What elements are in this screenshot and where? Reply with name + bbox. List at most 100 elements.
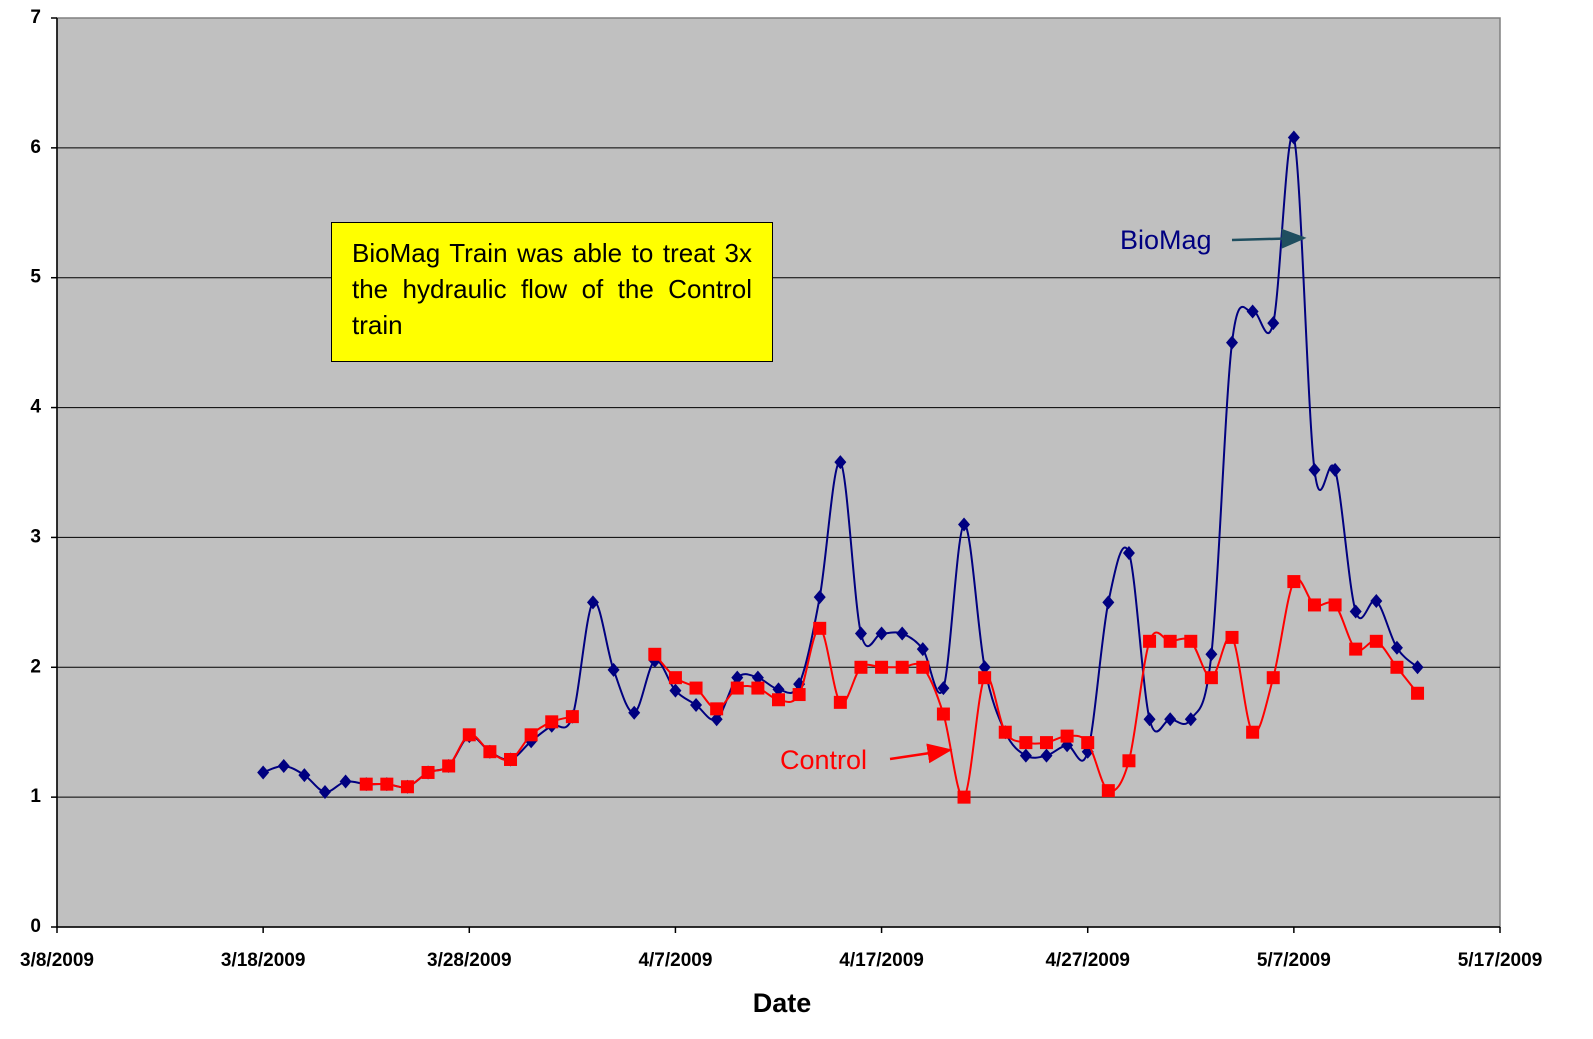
- marker: [1019, 748, 1032, 763]
- marker: [730, 681, 744, 695]
- marker: [1287, 130, 1300, 145]
- marker: [731, 670, 744, 685]
- y-tick-label: 3: [30, 526, 41, 547]
- marker: [1040, 748, 1053, 763]
- marker: [937, 681, 950, 696]
- marker: [318, 784, 331, 799]
- marker: [710, 712, 723, 727]
- x-tick-label: 4/7/2009: [638, 950, 712, 971]
- marker: [628, 705, 641, 720]
- marker: [936, 707, 950, 721]
- marker: [1163, 634, 1177, 648]
- marker: [854, 660, 868, 674]
- marker: [916, 660, 930, 674]
- marker: [813, 621, 827, 635]
- marker: [1164, 712, 1177, 727]
- annotation: BioMag: [1120, 225, 1212, 255]
- marker: [277, 758, 290, 773]
- marker: [462, 728, 476, 742]
- marker: [895, 660, 909, 674]
- marker: [1328, 598, 1342, 612]
- marker: [565, 710, 579, 724]
- y-tick-label: 1: [30, 786, 41, 807]
- marker: [854, 626, 867, 641]
- marker: [483, 745, 497, 759]
- marker: [1205, 647, 1218, 662]
- marker: [751, 681, 765, 695]
- marker: [834, 455, 847, 470]
- marker: [607, 662, 620, 677]
- marker: [978, 660, 991, 675]
- marker: [1267, 316, 1280, 331]
- marker: [1184, 712, 1197, 727]
- marker: [1390, 660, 1404, 674]
- marker: [339, 774, 352, 789]
- arrow: [1231, 228, 1307, 249]
- marker: [400, 780, 414, 794]
- marker: [1411, 660, 1424, 675]
- marker: [690, 697, 703, 712]
- marker: [504, 752, 518, 766]
- x-tick-label: 4/27/2009: [1045, 950, 1130, 971]
- marker: [298, 768, 311, 783]
- marker: [1204, 671, 1218, 685]
- marker: [978, 671, 992, 685]
- marker: [751, 670, 764, 685]
- marker: [1226, 335, 1239, 350]
- marker: [1308, 462, 1321, 477]
- marker: [1101, 784, 1115, 798]
- marker: [1369, 634, 1383, 648]
- marker: [524, 728, 538, 742]
- marker: [1143, 634, 1157, 648]
- marker: [875, 626, 888, 641]
- marker: [1102, 595, 1115, 610]
- marker: [792, 688, 806, 702]
- marker: [1266, 671, 1280, 685]
- marker: [359, 777, 373, 791]
- annotation: Control: [780, 745, 867, 775]
- marker: [1390, 640, 1403, 655]
- marker: [958, 517, 971, 532]
- marker: [772, 682, 785, 697]
- y-tick-label: 4: [30, 397, 41, 418]
- y-tick-label: 5: [30, 267, 41, 288]
- marker: [833, 695, 847, 709]
- marker: [380, 777, 394, 791]
- arrow: [889, 743, 953, 764]
- marker: [689, 681, 703, 695]
- x-tick-label: 5/17/2009: [1458, 950, 1543, 971]
- marker: [813, 590, 826, 605]
- marker: [442, 759, 456, 773]
- marker: [875, 660, 889, 674]
- marker: [1246, 304, 1259, 319]
- marker: [545, 715, 559, 729]
- x-tick-label: 4/17/2009: [839, 950, 924, 971]
- marker: [668, 671, 682, 685]
- marker: [1349, 604, 1362, 619]
- marker: [1122, 754, 1136, 768]
- marker: [1246, 725, 1260, 739]
- marker: [1081, 736, 1095, 750]
- marker: [1225, 630, 1239, 644]
- marker: [957, 790, 971, 804]
- marker: [1329, 462, 1342, 477]
- marker: [669, 683, 682, 698]
- x-tick-label: 3/8/2009: [20, 950, 94, 971]
- marker: [1143, 712, 1156, 727]
- marker: [586, 595, 599, 610]
- x-tick-label: 3/28/2009: [427, 950, 512, 971]
- x-axis-title: Date: [753, 988, 812, 1018]
- marker: [1039, 736, 1053, 750]
- annotation-box: BioMag Train was able to treat 3x the hy…: [331, 222, 773, 362]
- y-tick-label: 0: [30, 916, 41, 937]
- y-tick-label: 2: [30, 656, 41, 677]
- marker: [710, 702, 724, 716]
- marker: [998, 725, 1012, 739]
- y-tick-label: 7: [30, 7, 41, 28]
- marker: [896, 626, 909, 641]
- x-tick-label: 3/18/2009: [221, 950, 306, 971]
- x-tick-label: 5/7/2009: [1257, 950, 1331, 971]
- plot-area: [56, 17, 1501, 928]
